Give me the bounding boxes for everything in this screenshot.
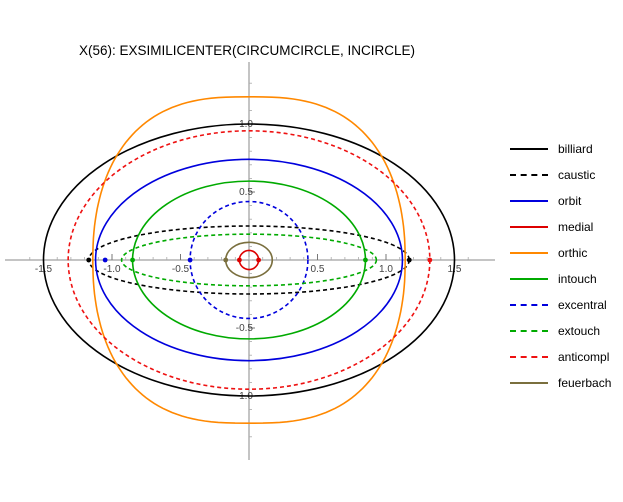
legend-swatch — [510, 330, 548, 332]
vertex-marker — [237, 257, 242, 263]
legend-label: feuerbach — [558, 376, 612, 390]
legend-item-anticompl: anticompl — [510, 344, 611, 370]
legend-swatch — [510, 174, 548, 176]
x-tick-label: 0.5 — [311, 264, 325, 275]
plot-area: -1.5 -1.0 -0.5 0.5 1.0 1.51.00.5-0.5-1.0 — [5, 62, 495, 460]
legend-item-caustic: caustic — [510, 162, 611, 188]
legend-label: medial — [558, 220, 594, 234]
legend-swatch — [510, 252, 548, 254]
chart-title: X(56): EXSIMILICENTER(CIRCUMCIRCLE, INCI… — [78, 43, 416, 58]
legend-label: orbit — [558, 194, 582, 208]
legend-swatch — [510, 382, 548, 384]
legend-item-orbit: orbit — [510, 188, 611, 214]
vertex-marker — [223, 257, 229, 263]
legend-item-medial: medial — [510, 214, 611, 240]
legend-item-intouch: intouch — [510, 266, 611, 292]
legend-label: extouch — [558, 324, 601, 338]
legend-swatch — [510, 148, 548, 150]
x-tick-label: 1.0 — [379, 264, 393, 275]
legend-label: intouch — [558, 272, 597, 286]
legend-swatch — [510, 226, 548, 228]
legend-item-excentral: excentral — [510, 292, 611, 318]
legend: billiard caustic orbit medial orthic intouch e… — [510, 136, 611, 396]
legend-label: billiard — [558, 142, 593, 156]
legend-item-extouch: extouch — [510, 318, 611, 344]
x-tick-label: -1.0 — [103, 264, 121, 275]
legend-label: orthic — [558, 246, 588, 260]
legend-swatch — [510, 356, 548, 358]
y-tick-label: 0.5 — [239, 187, 253, 198]
vertex-marker — [427, 257, 433, 263]
series-orthic — [91, 95, 406, 425]
series-orbit — [94, 158, 404, 362]
vertex-marker — [102, 257, 108, 263]
series-billiard — [42, 123, 456, 397]
vertex-marker — [130, 257, 135, 263]
legend-swatch — [510, 200, 548, 202]
x-tick-label: -0.5 — [172, 264, 190, 275]
legend-label: excentral — [558, 298, 607, 312]
vertex-marker — [256, 257, 261, 263]
series-extouch — [120, 233, 378, 287]
vertex-marker — [187, 257, 193, 263]
y-tick-label: -0.5 — [236, 323, 254, 334]
vertex-marker — [86, 257, 92, 263]
legend-item-billiard: billiard — [510, 136, 611, 162]
vertex-marker — [363, 257, 368, 263]
legend-item-orthic: orthic — [510, 240, 611, 266]
legend-label: anticompl — [558, 350, 610, 364]
vertex-marker — [406, 257, 412, 263]
legend-swatch — [510, 278, 548, 280]
legend-item-feuerbach: feuerbach — [510, 370, 611, 396]
legend-swatch — [510, 304, 548, 306]
legend-label: caustic — [558, 168, 596, 182]
